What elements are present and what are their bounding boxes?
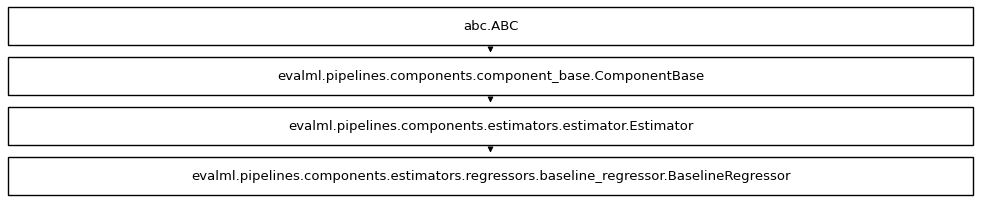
Bar — [8, 7, 973, 45]
Text: evalml.pipelines.components.estimators.regressors.baseline_regressor.BaselineReg: evalml.pipelines.components.estimators.r… — [190, 169, 791, 182]
Bar — [8, 57, 973, 95]
Text: evalml.pipelines.components.component_base.ComponentBase: evalml.pipelines.components.component_ba… — [277, 70, 704, 83]
Text: abc.ABC: abc.ABC — [463, 20, 518, 33]
Text: evalml.pipelines.components.estimators.estimator.Estimator: evalml.pipelines.components.estimators.e… — [287, 119, 694, 132]
Bar — [8, 157, 973, 195]
Bar — [8, 107, 973, 145]
